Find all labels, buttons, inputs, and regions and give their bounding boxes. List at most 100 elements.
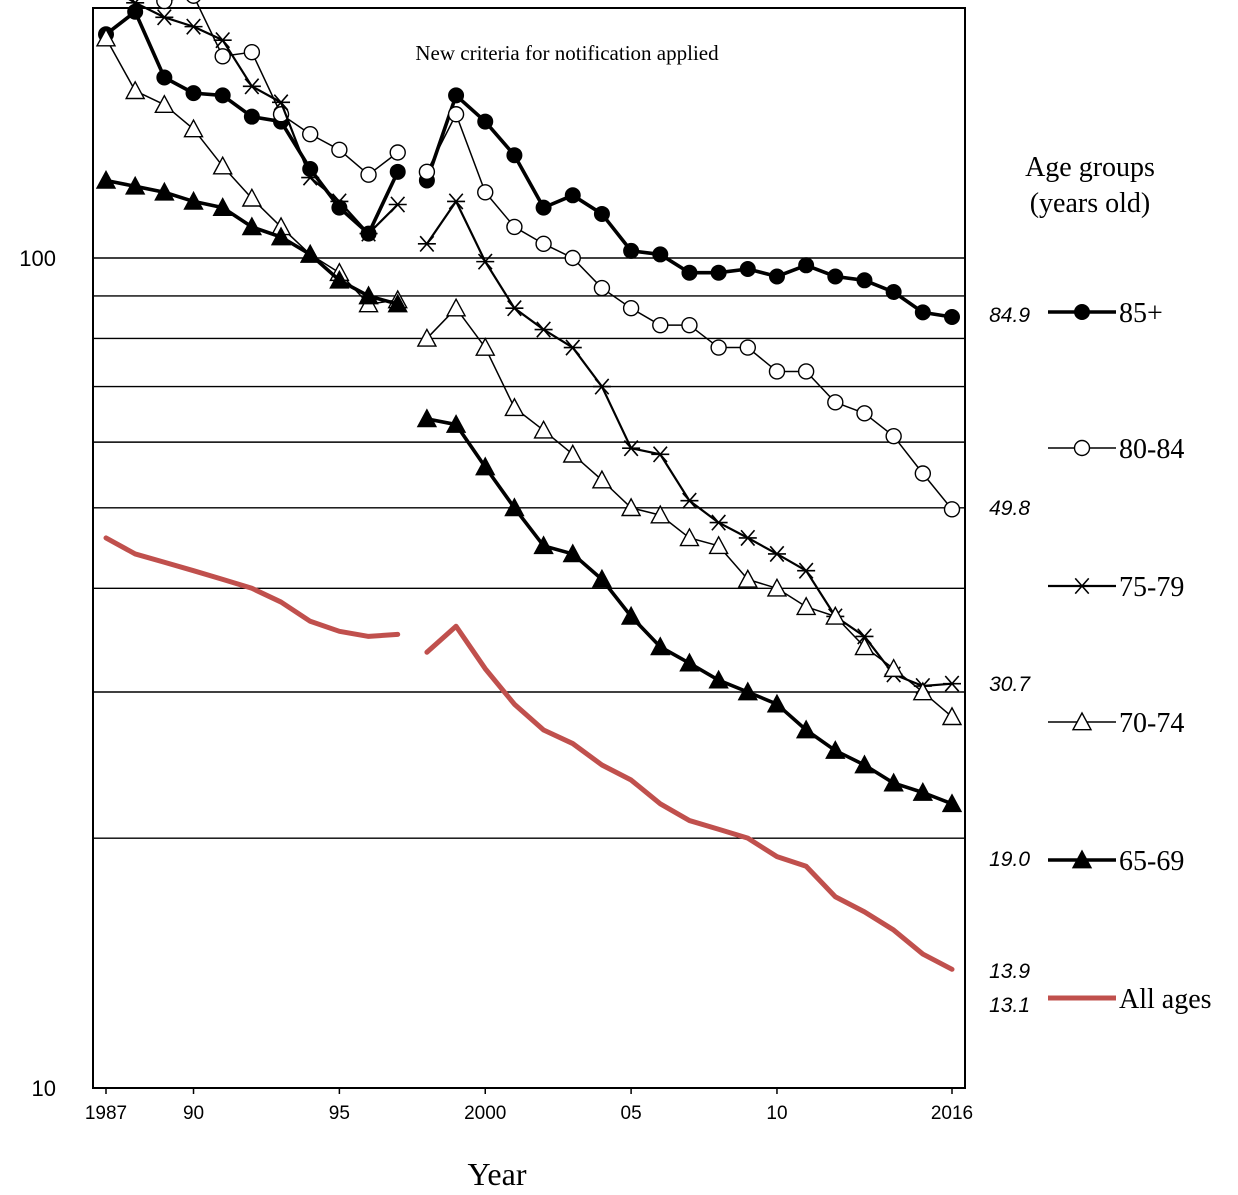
legend-item: 70-74 [1048,708,1184,739]
data-point-80-84 [593,279,611,297]
data-point-70-74 [912,681,934,701]
data-point-70-74 [941,706,963,726]
data-point-85-plus [914,304,931,321]
end-value-label: 13.1 [989,994,1030,1017]
data-point-85-plus [389,163,406,180]
series-line [105,37,399,305]
data-point-85-plus [885,283,902,300]
data-point-85-plus [768,268,785,285]
data-point-70-74 [795,596,817,616]
data-point-85-plus [214,87,231,104]
data-point-70-74 [124,80,146,100]
series-line [425,417,954,806]
data-point-65-69 [825,740,846,759]
data-point-80-84 [827,394,844,411]
data-point-70-74 [883,658,904,678]
data-point-65-69 [183,190,204,210]
data-point-85-plus [564,187,581,204]
data-point-65-69 [766,693,788,713]
end-value-label: 19.0 [989,848,1030,871]
star-stroke [244,78,260,95]
data-point-80-84 [768,363,786,380]
data-point-65-69 [854,754,875,774]
x-tick-label: 90 [183,1103,204,1124]
legend-label: 85+ [1119,298,1163,329]
star-stroke [798,562,814,579]
x-tick-label: 95 [329,1103,350,1124]
data-point-65-69 [591,568,613,588]
data-point-85-plus [593,205,610,222]
data-point-75-79 [301,169,320,186]
legend-item: 65-69 [1048,846,1184,877]
data-point-85-plus [739,260,756,277]
data-point-75-79 [359,225,378,242]
star-stroke [156,9,172,26]
data-point-80-84 [389,144,406,161]
data-point-85-plus [506,147,523,164]
data-point-65-69 [329,269,350,289]
series-75-79 [126,0,961,695]
data-point-85-plus [535,199,552,216]
data-point-80-84 [243,43,261,61]
series-line [426,113,953,511]
data-point-65-69 [562,543,583,563]
data-point-70-74 [679,527,700,547]
data-point-75-79 [943,675,961,692]
legend-title-line-2: (years old) [1030,188,1151,219]
end-value-label: 13.9 [989,960,1030,983]
legend-label: 70-74 [1119,708,1184,739]
x-tick-label: 1987 [85,1103,127,1124]
x-tick-label: 05 [621,1103,642,1124]
data-point-70-74 [95,27,117,47]
data-point-85-plus [798,257,815,274]
series-70-74 [95,27,963,726]
plot-frame [92,7,966,1089]
x-tick-label: 10 [766,1103,787,1124]
data-point-75-79 [797,562,816,579]
data-point-65-69 [358,285,379,305]
data-point-75-79 [651,446,670,463]
data-point-85-plus [827,268,844,285]
data-point-75-79 [680,492,699,509]
data-point-80-84 [914,465,932,482]
data-point-75-79 [242,78,261,95]
data-point-80-84 [622,299,640,317]
data-point-85-plus [477,113,494,130]
data-point-80-84 [477,184,494,201]
data-point-80-84 [214,48,231,65]
data-point-80-84 [710,339,727,356]
data-point-65-69 [883,772,904,792]
data-point-80-84 [652,316,669,334]
series-line [103,535,401,639]
data-point-70-74 [445,297,467,317]
star-stroke [186,18,201,35]
data-point-65-69 [154,181,175,201]
data-point-70-74 [475,337,496,356]
data-point-65-69 [679,652,700,672]
data-point-80-84 [360,166,377,183]
data-point-75-79 [592,378,611,395]
data-point-75-79 [213,31,232,49]
data-point-75-79 [622,440,641,457]
data-point-80-84 [418,163,436,181]
star-stroke [711,514,726,531]
data-point-70-74 [766,577,788,597]
data-point-70-74 [416,327,438,347]
data-point-80-84 [564,249,581,267]
data-point-70-74 [708,535,729,555]
data-point-75-79 [126,0,145,11]
y-tick-label: 100 [19,246,56,271]
data-point-70-74 [854,636,875,656]
data-point-65-69 [124,175,146,195]
star-stroke [769,545,785,563]
star-stroke [477,253,493,270]
star-stroke [302,169,318,186]
data-point-65-69 [416,408,438,428]
x-tick-label: 2000 [464,1103,506,1124]
data-point-70-74 [1071,711,1093,731]
series-line [424,623,955,972]
data-point-85-plus [944,309,960,326]
data-point-80-84 [535,235,552,253]
data-point-75-79 [709,514,728,531]
